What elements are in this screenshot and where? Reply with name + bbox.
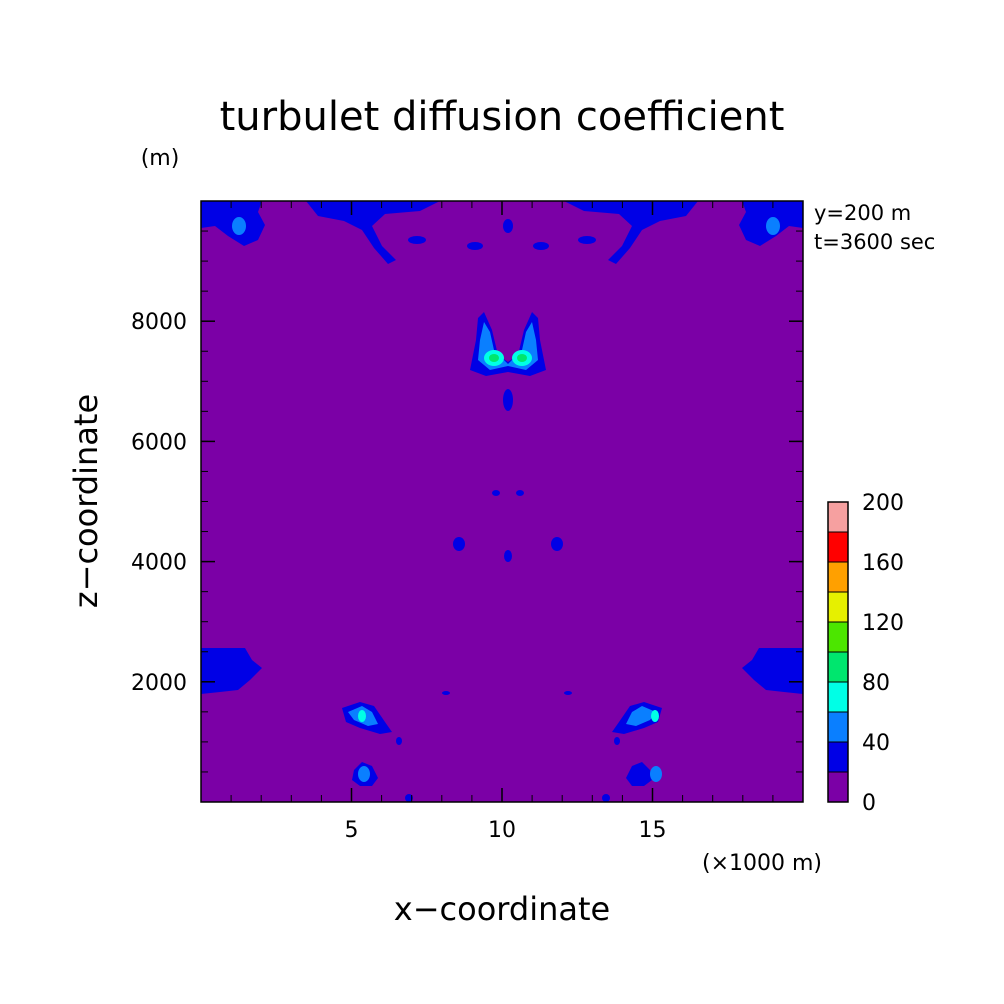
right-low-cyan-core [651,710,659,722]
right-bottom-blue-region [626,762,652,786]
colorbar-swatch [827,621,849,653]
left-wall-blue-region [201,648,262,694]
right-low-lightblue-region [626,706,656,726]
colorbar-swatch [827,681,849,713]
colorbar-swatch [827,711,849,743]
right-bottom-core [650,766,662,782]
low-mid-dot-left [442,691,450,695]
colorbar-swatch [827,501,849,533]
top-streak-right [533,242,549,250]
x-tick-label: 5 [345,818,359,843]
colorbar-swatch [827,531,849,563]
top-left-inner-streak [306,201,440,264]
y-tick-label: 6000 [131,430,187,455]
low-mid-dot-right [564,691,572,695]
y-unit-label: (m) [141,146,180,171]
colorbar: 0 40 80 120 160 200 [827,491,904,816]
annotation-y: y=200 m [814,201,911,225]
x-tick-label: 15 [639,818,667,843]
colorbar-tick-label: 80 [862,671,890,696]
right-wall-blue-region [742,648,803,694]
y-tick-label: 4000 [131,551,187,576]
upper-right-green-core [517,354,527,362]
mid-dot-right [551,537,563,551]
bottom-dot-right [602,794,610,802]
colorbar-swatch [827,651,849,683]
colorbar-tick-label: 200 [862,491,904,516]
x-unit-label: (×1000 m) [702,851,822,876]
mid-dot-centre [504,550,512,562]
plot-area: 5 10 15 2000 4000 6000 8000 [131,200,804,843]
y-axis-label: z−coordinate [67,394,105,608]
level-80-contours [489,354,527,362]
annotation-t: t=3600 sec [814,230,935,254]
colorbar-swatch [827,561,849,593]
colorbar-tick-label: 0 [862,791,876,816]
left-low-cyan-core [358,710,366,722]
top-small-dot-right [578,236,596,244]
left-bottom-core [358,766,370,782]
mid-centre-dot [503,389,513,411]
mid-dot-1 [492,490,500,496]
colorbar-swatch [827,771,849,803]
mid-dot-2 [516,490,524,496]
bottom-dot-left [405,794,413,802]
y-ticks: 2000 4000 6000 8000 [131,310,803,696]
top-small-dot-left [408,236,426,244]
top-right-corner-core [766,217,780,235]
low-dot-right [614,737,620,745]
colorbar-tick-label: 120 [862,611,904,636]
colorbar-swatch [827,741,849,773]
colorbar-swatch [827,591,849,623]
x-tick-label: 10 [488,818,516,843]
x-ticks: 5 10 15 [345,201,667,843]
y-tick-label: 2000 [131,671,187,696]
colorbar-frame [827,501,849,803]
chart-title: turbulet diffusion coefficient [220,94,785,140]
colorbar-tick-label: 40 [862,731,890,756]
top-right-inner-streak [564,201,698,264]
top-left-corner-core [232,217,246,235]
x-axis-label: x−coordinate [394,890,610,928]
top-centre-dot [503,219,513,233]
mid-dot-left [453,537,465,551]
colorbar-tick-label: 160 [862,551,904,576]
low-dot-left [396,737,402,745]
y-tick-label: 8000 [131,310,187,335]
top-streak-left [467,242,483,250]
plot-background [201,201,803,802]
upper-left-green-core [489,354,499,362]
